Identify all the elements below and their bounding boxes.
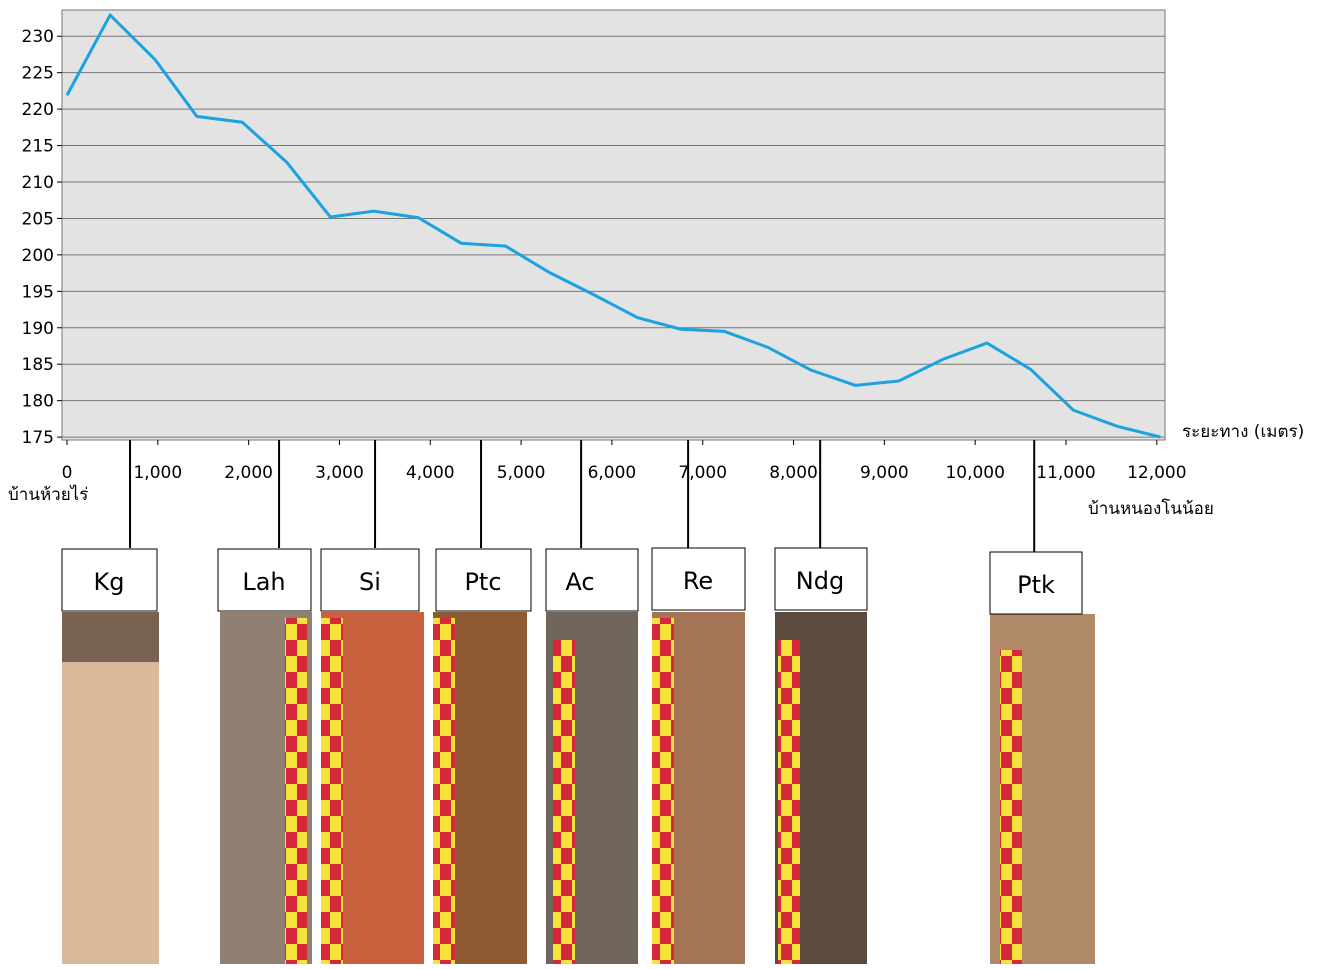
start-label: บ้านห้วยไร่: [8, 484, 88, 505]
x-tick-label: 0: [62, 463, 73, 483]
ruler: [285, 618, 307, 964]
ruler: [433, 618, 455, 964]
x-axis-label: ระยะทาง (เมตร): [1182, 422, 1304, 442]
ruler: [1000, 650, 1022, 964]
x-tick-label: 8,000: [769, 463, 818, 483]
x-tick-label: 10,000: [945, 463, 1004, 483]
x-tick-label: 9,000: [860, 463, 909, 483]
soil-label: Lah: [242, 568, 285, 596]
ruler: [652, 618, 674, 964]
soil-labels: Kg Lah Si Ptc Ac Re Ndg Ptk: [62, 548, 1082, 614]
y-tick-label: 225: [22, 64, 54, 84]
ruler: [321, 618, 343, 964]
photo: [62, 612, 159, 662]
y-tick-label: 190: [22, 319, 54, 339]
soil-label: Ac: [565, 568, 594, 596]
y-tick-label: 230: [22, 27, 54, 47]
x-tick-label: 5,000: [497, 463, 546, 483]
soil-label: Re: [683, 567, 713, 595]
x-tick-label: 6,000: [588, 463, 637, 483]
y-tick-label: 175: [22, 428, 54, 448]
x-tick-label: 3,000: [315, 463, 364, 483]
x-tick-label: 11,000: [1036, 463, 1095, 483]
y-tick-label: 185: [22, 355, 54, 375]
y-tick-label: 205: [22, 209, 54, 229]
x-tick-label: 2,000: [224, 463, 273, 483]
soil-label: Ptk: [1017, 571, 1055, 599]
x-tick-label: 7,000: [678, 463, 727, 483]
chart: ระยะทาง (เมตร) บ้านห้วยไร่ บ้านหนองโนน้อ…: [0, 0, 1336, 965]
y-tick-label: 210: [22, 173, 54, 193]
x-tick-label: 1,000: [133, 463, 182, 483]
photo: [62, 612, 159, 964]
x-tick-label: 4,000: [406, 463, 455, 483]
ruler: [778, 640, 800, 964]
plot-area: [62, 10, 1165, 440]
y-tick-label: 195: [22, 282, 54, 302]
y-tick-label: 220: [22, 100, 54, 120]
y-tick-label: 180: [22, 392, 54, 412]
soil-label: Ptc: [464, 568, 501, 596]
ruler: [553, 640, 575, 964]
x-tick-label: 12,000: [1127, 463, 1186, 483]
soil-photos: [62, 612, 1095, 964]
soil-label: Kg: [94, 568, 125, 596]
soil-label: Si: [359, 568, 381, 596]
y-tick-label: 200: [22, 246, 54, 266]
y-tick-label: 215: [22, 137, 54, 157]
soil-label: Ndg: [796, 567, 844, 595]
end-label: บ้านหนองโนน้อย: [1088, 498, 1214, 519]
